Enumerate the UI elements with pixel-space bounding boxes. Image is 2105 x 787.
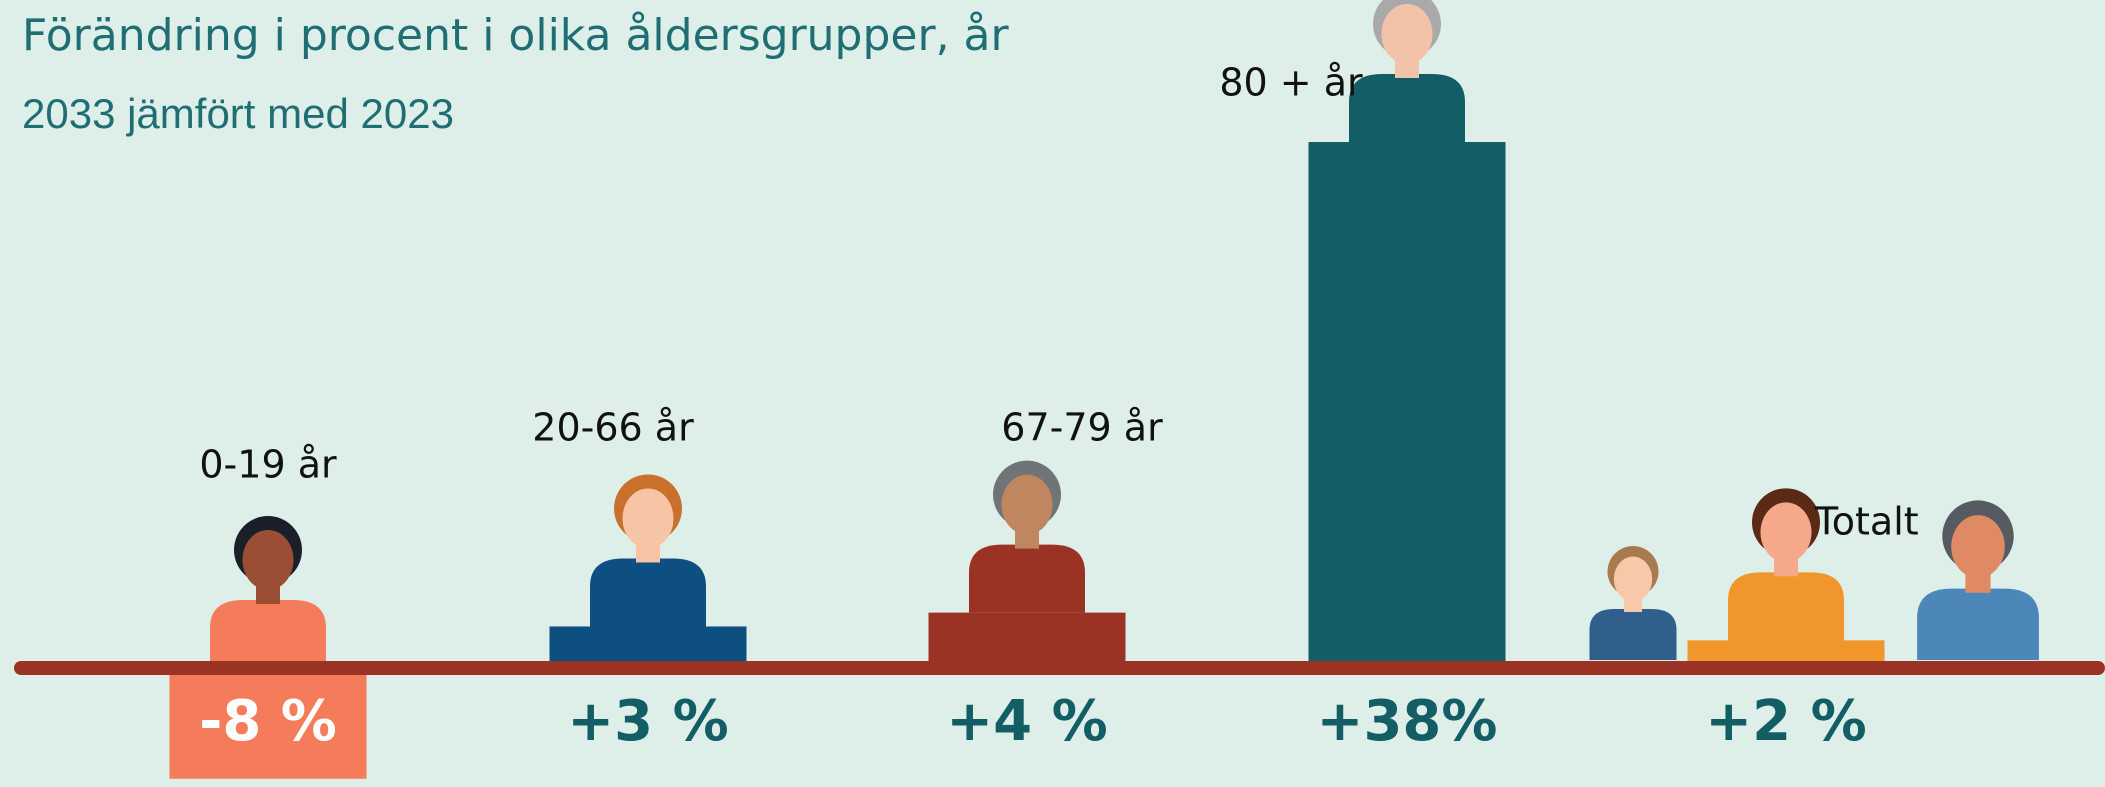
category-label: 0-19 år [199, 443, 337, 487]
person-head [1613, 556, 1653, 602]
baseline [14, 661, 2105, 675]
category-label: 67-79 år [1001, 406, 1163, 450]
chart-subtitle: 2033 jämfört med 2023 [22, 90, 454, 137]
person-body [1589, 609, 1677, 660]
value-label: -8 % [199, 689, 337, 754]
person-body [1728, 572, 1844, 641]
person-body [1349, 74, 1465, 142]
bar [1308, 142, 1506, 668]
person-head [242, 530, 294, 590]
category-label: 20-66 år [532, 406, 694, 450]
bar [928, 612, 1126, 668]
person-body [969, 544, 1085, 613]
person-head [1381, 4, 1433, 64]
person-head [1001, 474, 1053, 535]
value-label: +3 % [567, 689, 729, 754]
person-head [1951, 515, 2005, 579]
category-label: 80 + år [1219, 61, 1363, 105]
value-label: +38% [1317, 689, 1498, 754]
value-label: +4 % [946, 689, 1108, 754]
person-body [210, 600, 326, 668]
category-label: Totalt [1814, 500, 1919, 544]
person-body [1917, 588, 2039, 660]
person-body [590, 558, 706, 627]
value-label: +2 % [1705, 689, 1867, 754]
chart-title: Förändring i procent i olika åldersgrupp… [22, 10, 1010, 61]
person-head [1760, 502, 1812, 563]
person-head [622, 488, 674, 549]
bar [169, 668, 367, 779]
